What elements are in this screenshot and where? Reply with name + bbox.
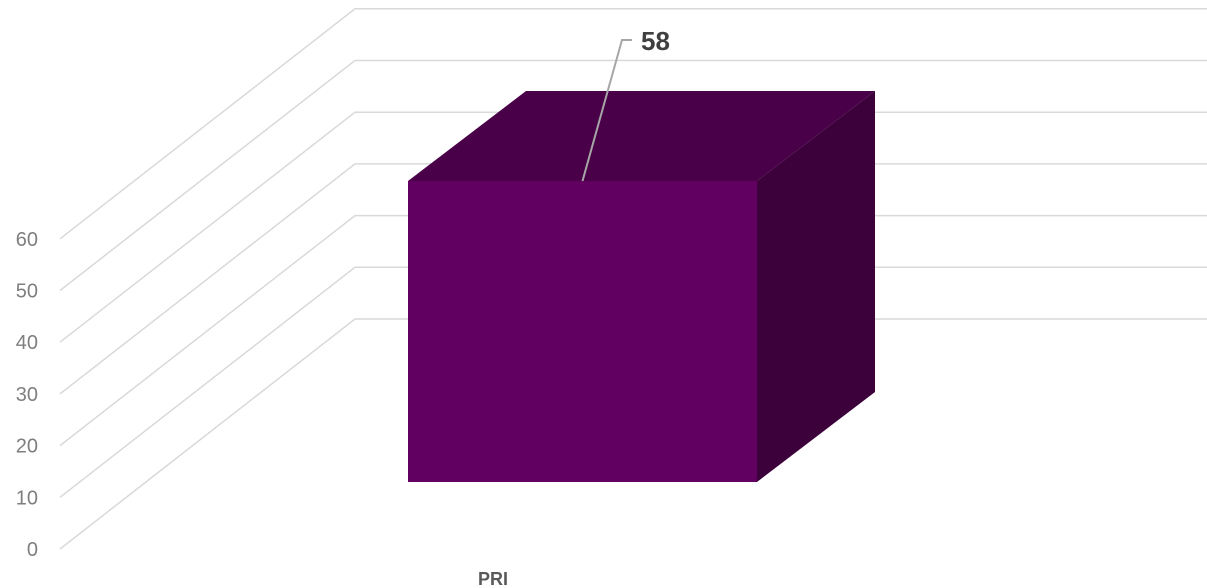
y-tick-label-50: 50	[16, 281, 38, 303]
bar-top-PRI	[408, 91, 875, 181]
gridline-20	[59, 214, 1207, 447]
data-label-PRI: 58	[641, 26, 670, 56]
gridline-0	[59, 318, 1207, 550]
y-tick-label-0: 0	[27, 539, 38, 561]
leader-line-PRI	[581, 39, 632, 182]
gridline-10	[59, 266, 1207, 498]
x-category-label-PRI: PRI	[478, 569, 508, 588]
gridline-30	[59, 163, 1207, 395]
bar-front-PRI	[408, 181, 757, 482]
bars	[408, 91, 875, 482]
data-labels: 58	[581, 26, 670, 182]
y-tick-label-60: 60	[16, 229, 38, 251]
gridline-60	[59, 8, 1207, 240]
y-tick-label-10: 10	[16, 487, 38, 509]
gridline-50	[59, 59, 1207, 292]
y-axis-ticks: 0 10 20 30 40 50 60	[16, 229, 38, 561]
x-axis-categories: PRI	[478, 569, 508, 588]
y-tick-label-20: 20	[16, 436, 38, 458]
gridline-40	[59, 111, 1207, 343]
y-tick-label-30: 30	[16, 384, 38, 406]
bar-side-PRI	[757, 91, 875, 482]
bar-PRI	[408, 91, 875, 482]
gridlines	[59, 8, 1207, 550]
y-tick-label-40: 40	[16, 332, 38, 354]
